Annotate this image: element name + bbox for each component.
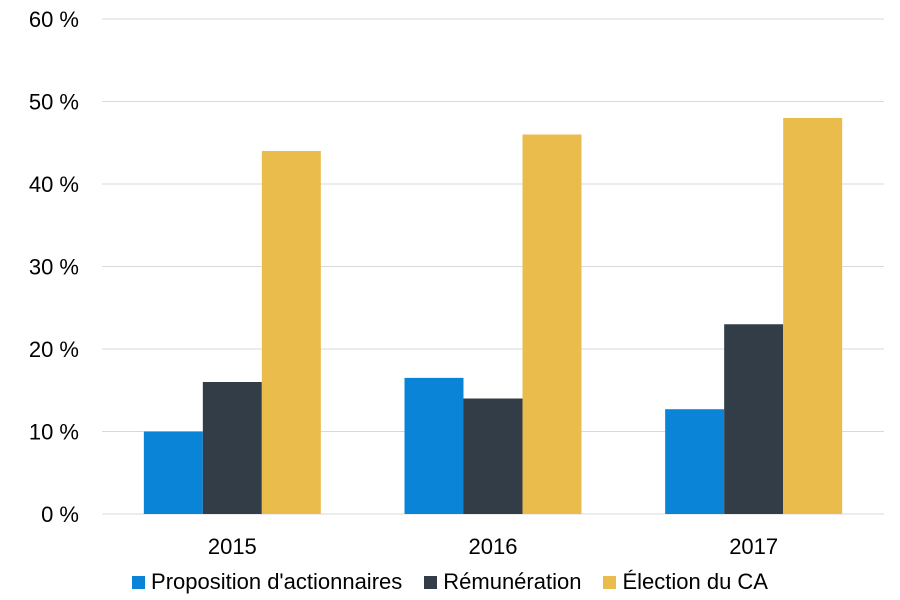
legend-swatch-remuneration <box>424 575 438 589</box>
bar-2017-series-1 <box>724 324 784 514</box>
x-axis-ticks: 2015 2016 2017 <box>208 534 778 559</box>
bar-2015-series-1 <box>202 382 262 514</box>
x-tick-label: 2015 <box>208 534 257 559</box>
x-tick-label: 2017 <box>729 534 778 559</box>
bar-2016-series-2 <box>522 134 582 514</box>
bar-2015-series-2 <box>261 151 321 514</box>
bars <box>143 118 843 514</box>
bar-2016-series-1 <box>463 398 523 514</box>
legend: Proposition d'actionnaires Rémunération … <box>0 564 900 600</box>
y-tick-label: 40 % <box>29 172 79 197</box>
legend-item-remuneration: Rémunération <box>424 569 581 595</box>
y-tick-label: 60 % <box>29 7 79 32</box>
bar-2016-series-0 <box>404 377 464 514</box>
y-tick-label: 10 % <box>29 420 79 445</box>
y-tick-label: 0 % <box>41 502 79 527</box>
legend-swatch-election <box>603 575 617 589</box>
legend-label-proposition: Proposition d'actionnaires <box>151 569 403 594</box>
bar-chart-plot: 0 % 10 % 20 % 30 % 40 % 50 % 60 % 2015 2016 2017 <box>29 7 884 559</box>
legend-item-proposition: Proposition d'actionnaires <box>132 569 402 595</box>
bar-2017-series-0 <box>665 409 725 514</box>
legend-swatch-proposition <box>132 575 146 589</box>
legend-label-remuneration: Rémunération <box>443 569 582 594</box>
bar-2015-series-0 <box>143 431 203 514</box>
y-tick-label: 50 % <box>29 90 79 115</box>
y-tick-label: 20 % <box>29 337 79 362</box>
x-tick-label: 2016 <box>469 534 518 559</box>
bar-2017-series-2 <box>783 118 843 514</box>
y-axis-ticks: 0 % 10 % 20 % 30 % 40 % 50 % 60 % <box>29 7 79 527</box>
y-tick-label: 30 % <box>29 255 79 280</box>
legend-item-election: Élection du CA <box>603 569 768 595</box>
legend-label-election: Élection du CA <box>622 569 768 594</box>
